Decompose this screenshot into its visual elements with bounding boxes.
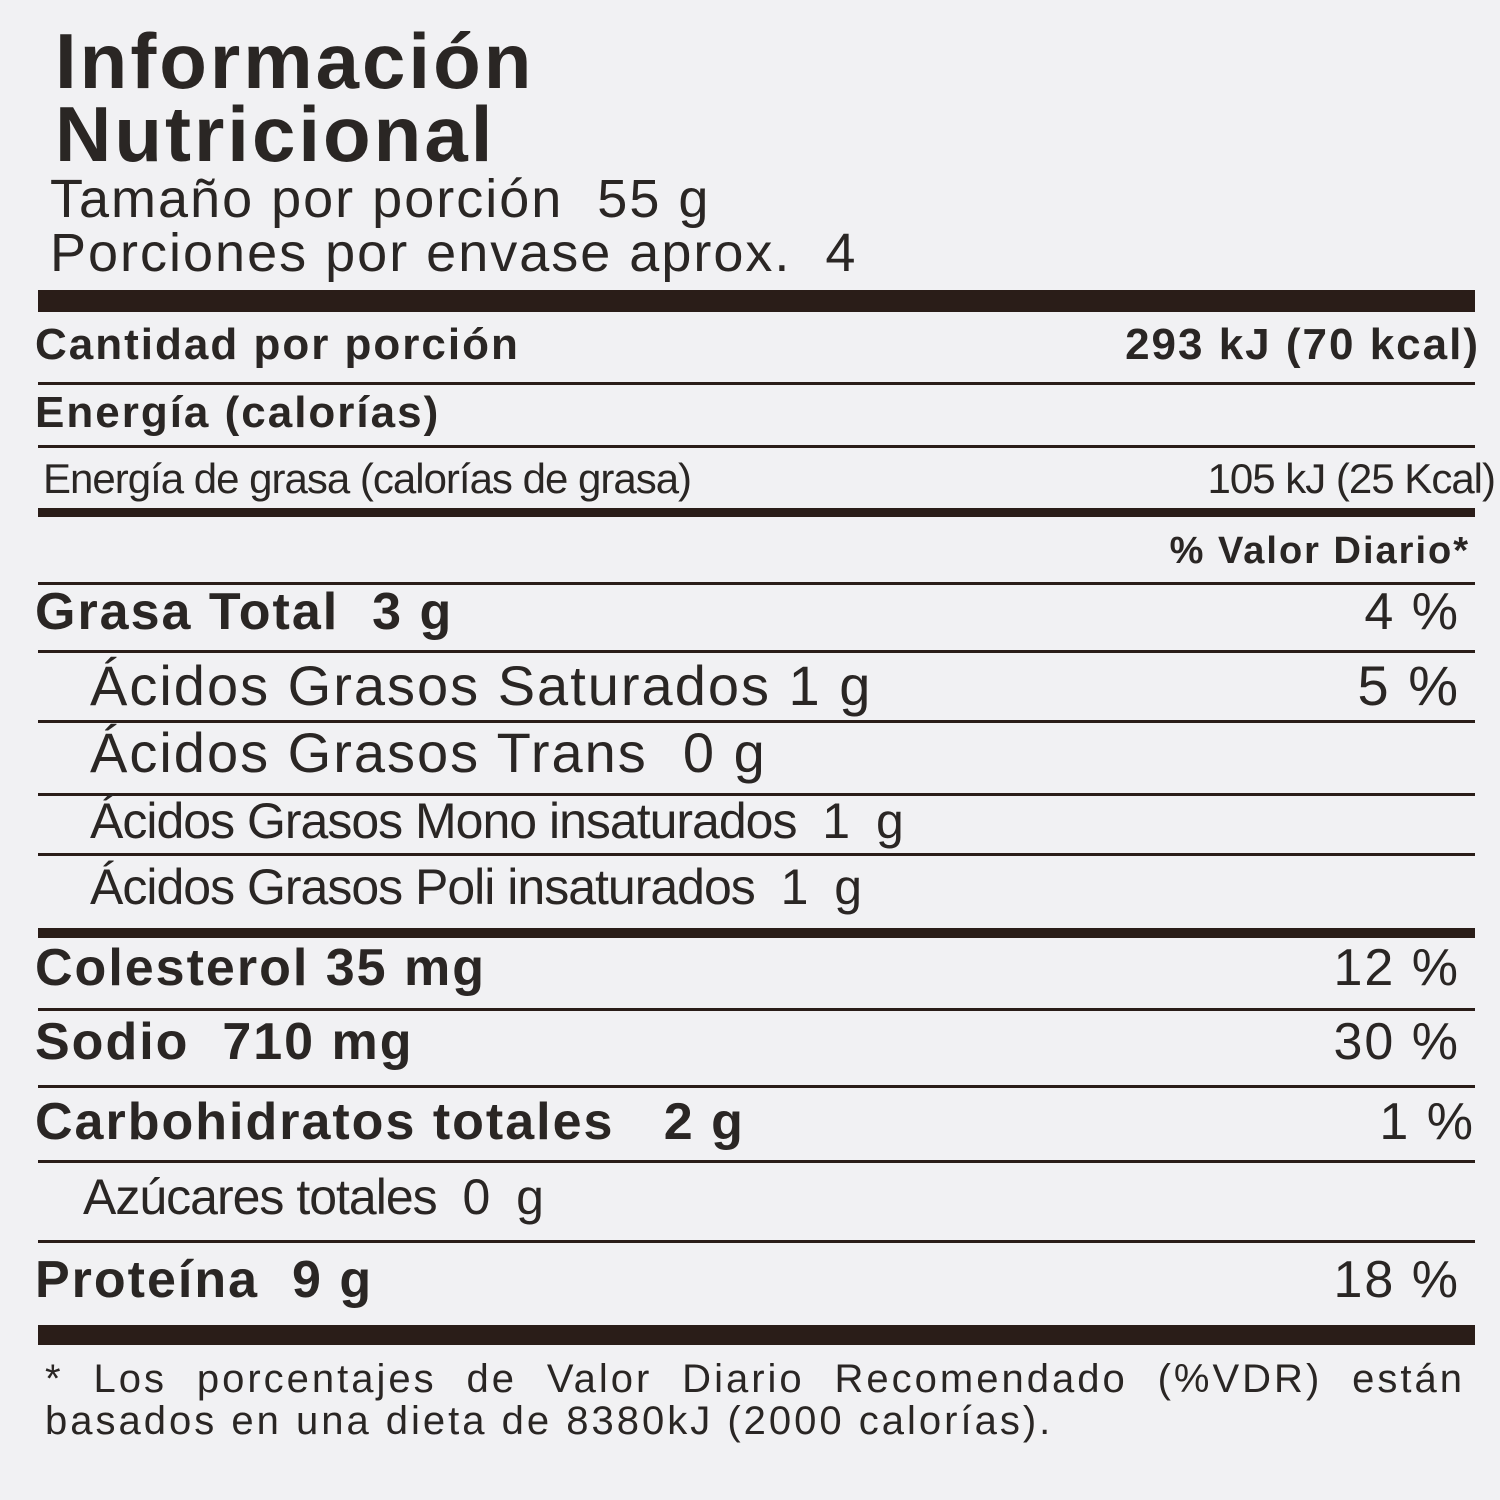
nutrient-label: Ácidos Grasos Mono insaturados 1 g: [90, 793, 910, 849]
divider: [38, 1160, 1475, 1163]
servings-value: 4: [825, 223, 858, 283]
divider: [38, 650, 1475, 653]
serving-size-value: 55 g: [597, 169, 711, 229]
nutrient-row-cholesterol: Colesterol 35 mg 12 %: [35, 938, 1460, 998]
daily-value-header-row: % Valor Diario*: [35, 530, 1468, 573]
serving-size: Tamaño por porción 55 g: [50, 168, 710, 230]
nutrient-row-poly: Ácidos Grasos Poli insaturados 1 g: [35, 858, 1460, 916]
divider: [38, 582, 1475, 585]
nutrient-pct: 30 %: [1333, 1013, 1460, 1071]
nutrient-label: Sodio 710 mg: [35, 1013, 414, 1071]
amount-label: Cantidad por porción: [35, 320, 520, 369]
title-line-1: Información: [55, 17, 535, 105]
nutrient-label: Ácidos Grasos Saturados 1 g: [90, 654, 873, 717]
servings-per-container: Porciones por envase aprox. 4: [50, 222, 857, 284]
nutrient-label: Ácidos Grasos Poli insaturados 1 g: [90, 859, 869, 915]
thick-divider: [38, 290, 1475, 312]
nutrient-label: Ácidos Grasos Trans 0 g: [90, 721, 767, 784]
nutrient-pct: 12 %: [1333, 939, 1460, 997]
nutrient-label: Azúcares totales 0 g: [83, 1169, 550, 1225]
energy-fat-label: Energía de grasa (calorías de grasa): [43, 455, 692, 502]
nutrient-pct: 1 %: [1379, 1093, 1475, 1151]
nutrient-pct: 5 %: [1357, 654, 1460, 717]
divider: [38, 793, 1475, 796]
nutrient-row-saturated: Ácidos Grasos Saturados 1 g 5 %: [35, 653, 1460, 718]
nutrient-row-mono: Ácidos Grasos Mono insaturados 1 g: [35, 792, 1460, 850]
divider: [38, 445, 1475, 448]
servings-label: Porciones por envase aprox.: [50, 223, 792, 283]
thick-divider: [38, 1325, 1475, 1345]
nutrient-label: Colesterol 35 mg: [35, 939, 487, 997]
nutrient-row-total-fat: Grasa Total 3 g 4 %: [35, 582, 1460, 642]
nutrient-row-trans: Ácidos Grasos Trans 0 g: [35, 720, 1460, 785]
medium-divider: [38, 928, 1475, 938]
nutrient-label: Proteína 9 g: [35, 1251, 374, 1309]
nutrient-label: Grasa Total 3 g: [35, 583, 454, 641]
energy-label: Energía (calorías): [35, 388, 441, 437]
divider: [38, 1008, 1475, 1011]
amount-value: 293 kJ (70 kcal): [1125, 320, 1480, 369]
nutrient-row-sugars: Azúcares totales 0 g: [35, 1168, 1460, 1226]
daily-value-header: % Valor Diario*: [1169, 530, 1470, 572]
nutrient-pct: 4 %: [1364, 583, 1460, 641]
nutrient-pct: 18 %: [1333, 1251, 1460, 1309]
medium-divider: [38, 508, 1475, 517]
energy-row: Energía (calorías): [35, 388, 1460, 438]
divider: [38, 853, 1475, 856]
serving-size-label: Tamaño por porción: [50, 169, 564, 229]
amount-per-serving-row: Cantidad por porción 293 kJ (70 kcal): [35, 320, 1478, 370]
energy-from-fat-row: Energía de grasa (calorías de grasa) 105…: [35, 455, 1496, 503]
divider: [38, 720, 1475, 723]
nutrient-row-carbs: Carbohidratos totales 2 g 1 %: [35, 1092, 1473, 1152]
divider: [38, 382, 1475, 385]
title-line-2: Nutricional: [55, 90, 496, 178]
footnote: * Los porcentajes de Valor Diario Recome…: [45, 1357, 1465, 1443]
nutrient-label: Carbohidratos totales 2 g: [35, 1093, 745, 1151]
nutrient-row-protein: Proteína 9 g 18 %: [35, 1250, 1460, 1310]
nutrient-row-sodium: Sodio 710 mg 30 %: [35, 1012, 1460, 1072]
divider: [38, 1085, 1475, 1088]
divider: [38, 1240, 1475, 1243]
energy-fat-value: 105 kJ (25 Kcal): [1207, 455, 1496, 502]
